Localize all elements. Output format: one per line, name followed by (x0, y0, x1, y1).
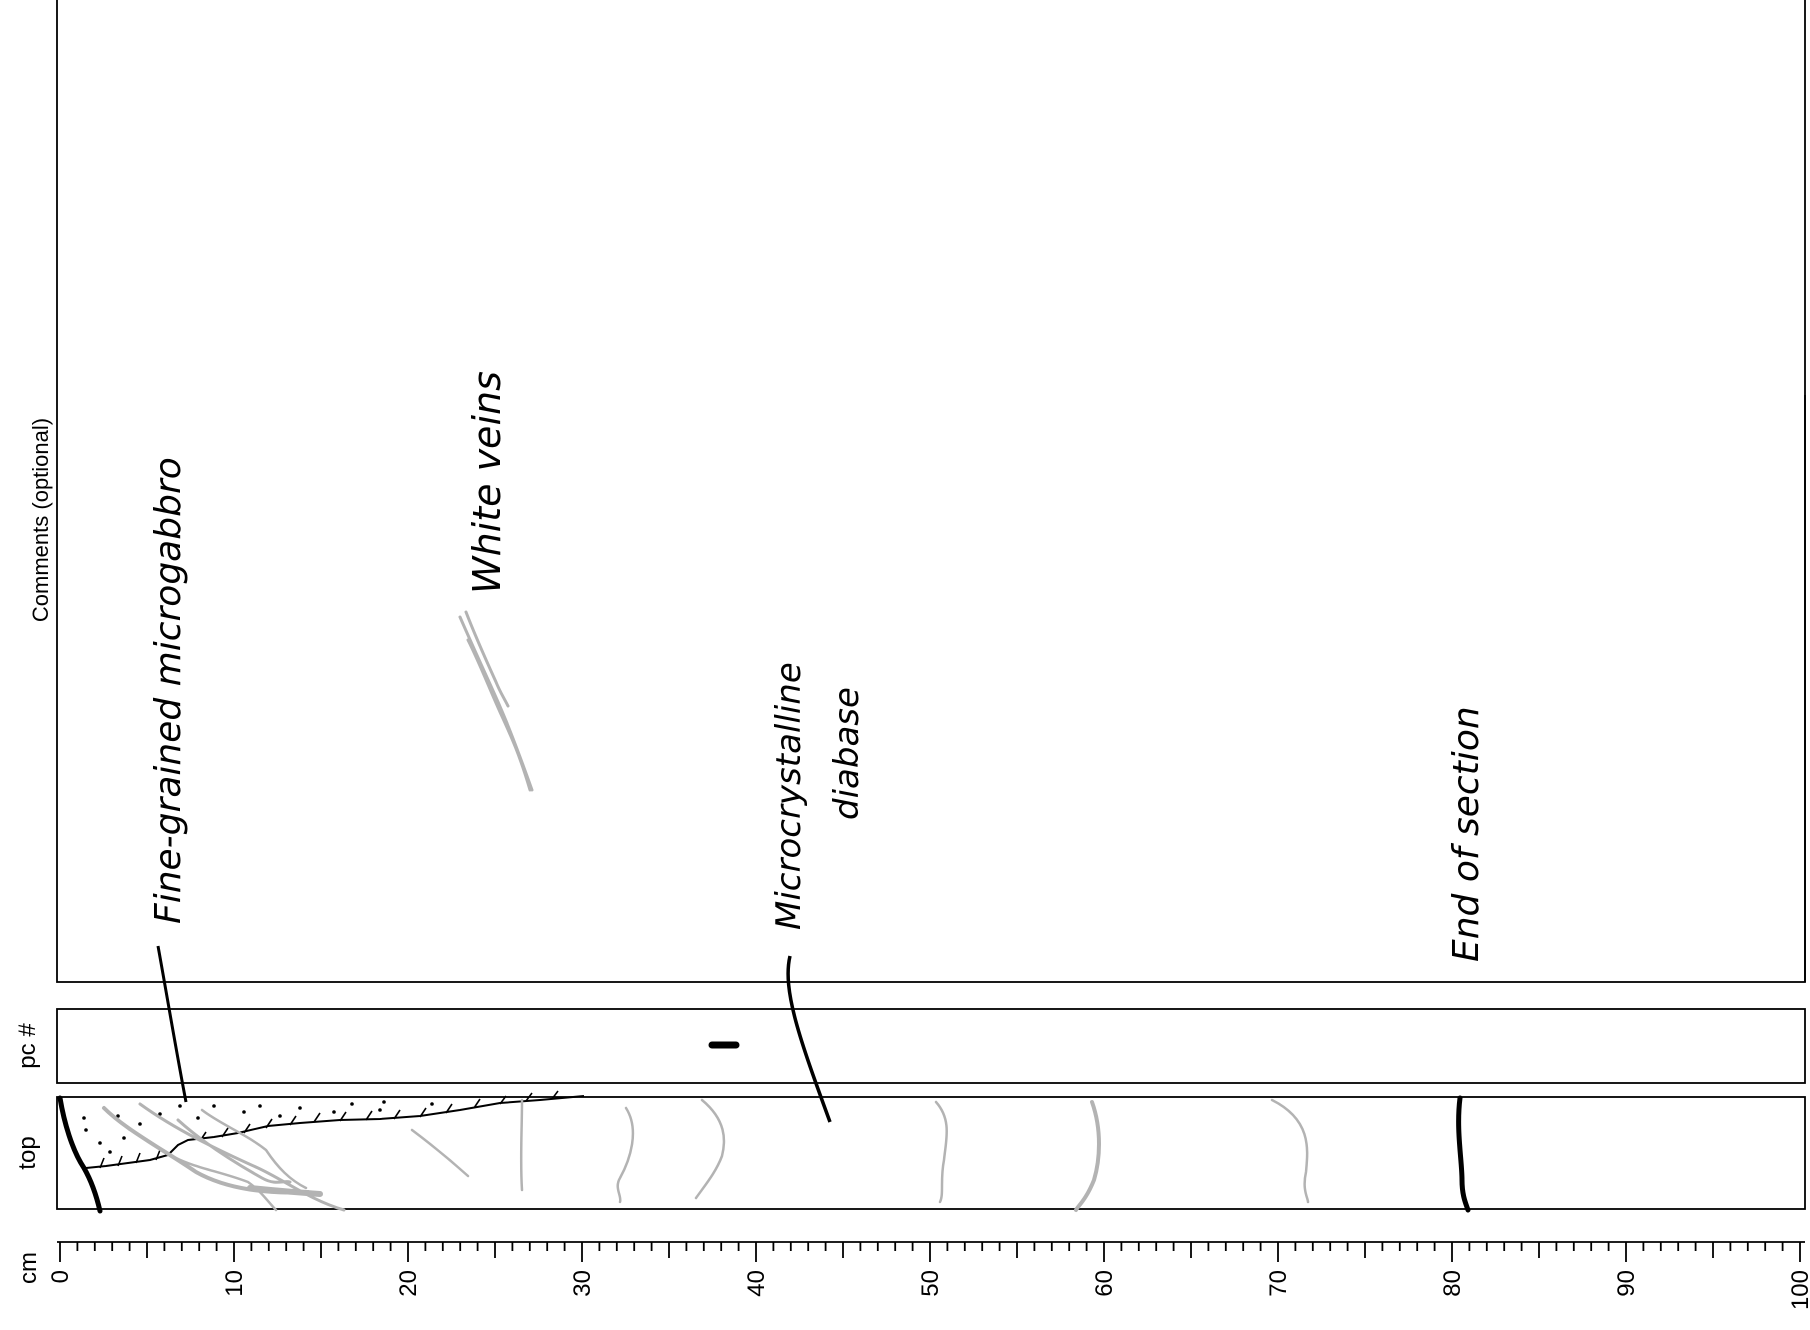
fine-grained-contact (85, 1095, 585, 1169)
core-top-boundary (57, 1095, 103, 1214)
scale-tick-label: 70 (1265, 1270, 1292, 1297)
annotation-microgabbro: Fine-grained microgabbro (148, 457, 189, 924)
core-drawing-box[interactable] (56, 1096, 1806, 1210)
scale-tick-label: 90 (1613, 1270, 1640, 1297)
scale-labels: 0 10 20 30 40 50 60 70 80 90 100 (47, 1270, 1810, 1310)
annotation-diabase: diabase (827, 687, 867, 820)
section-end-boundary (1456, 1095, 1471, 1213)
annotation-microcrystalline: Microcrystalline (769, 662, 809, 930)
annotation-end-of-section: End of section (1446, 706, 1487, 962)
scale-ticks (59, 1242, 1801, 1262)
piece-number-box[interactable] (56, 1008, 1806, 1084)
scale-tick-label: 40 (743, 1270, 770, 1297)
scale-unit-label: cm (15, 1252, 42, 1284)
comments-box[interactable] (56, 0, 1806, 983)
white-vein-sketch (458, 610, 534, 792)
scale-tick-label: 60 (1091, 1270, 1118, 1297)
scale-tick-label: 100 (1787, 1270, 1810, 1310)
scale-tick-label: 50 (917, 1270, 944, 1297)
scale-tick-label: 80 (1439, 1270, 1466, 1297)
comments-header: Comments (optional) (28, 418, 53, 622)
fine-grained-stipple (82, 1100, 434, 1154)
scale-tick-label: 0 (47, 1270, 74, 1283)
core-veins (102, 1098, 1310, 1212)
scale-tick-label: 10 (221, 1270, 248, 1297)
leader-line-microgabbro (156, 945, 188, 1103)
core-top-header: top (14, 1136, 41, 1169)
piece-number-header: pc # (14, 1023, 41, 1069)
leader-line-diabase (786, 955, 832, 1123)
scale-tick-label: 20 (395, 1270, 422, 1297)
annotation-white-veins: White veins (465, 371, 509, 594)
scale-tick-label: 30 (569, 1270, 596, 1297)
